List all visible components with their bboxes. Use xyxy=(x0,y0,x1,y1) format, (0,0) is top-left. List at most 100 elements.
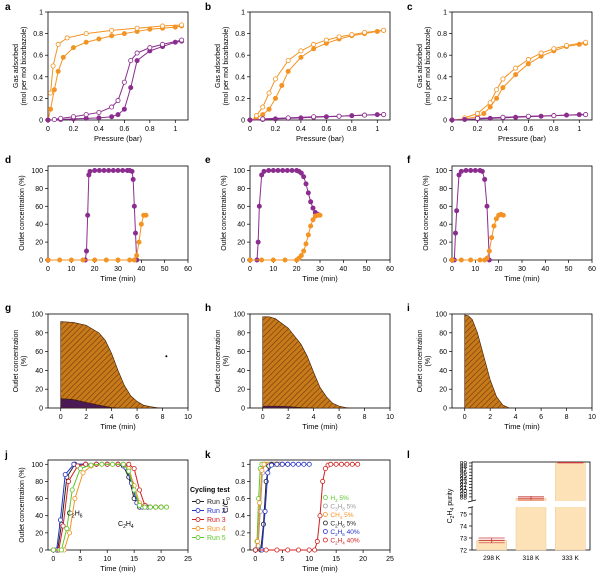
data-point xyxy=(179,37,185,43)
plot-frame xyxy=(47,165,189,261)
data-point xyxy=(134,50,140,56)
data-point xyxy=(163,504,169,510)
panel-f: f 0 10 20 30 40 50 60 0 20 40 60 80 100 Time (min) Outl… xyxy=(407,155,596,283)
data-point xyxy=(138,221,144,227)
data-point xyxy=(500,212,506,218)
data-point xyxy=(311,114,317,120)
y-tick-label: 0 xyxy=(39,258,43,265)
panel-label-i: i xyxy=(407,303,410,314)
y-tick-label: 0 xyxy=(443,406,447,413)
data-point xyxy=(142,504,148,510)
data-point xyxy=(70,114,76,120)
plot-frame xyxy=(249,11,391,121)
x-tick-label: 0 xyxy=(248,126,252,133)
data-point xyxy=(260,116,266,122)
data-point xyxy=(137,487,143,493)
x-tick-label: 0.2 xyxy=(271,126,281,133)
legend-item: Run 3 xyxy=(207,517,226,524)
data-point xyxy=(60,523,66,529)
data-point xyxy=(270,257,276,263)
data-point xyxy=(349,32,355,38)
x-axis-label: Time (min) xyxy=(100,564,136,573)
x-tick-label: 10 xyxy=(184,414,192,421)
data-point xyxy=(165,355,168,358)
data-point xyxy=(126,468,132,474)
legend-item: C2H6 40% xyxy=(330,529,359,537)
x-tick-label: 50 xyxy=(161,266,169,273)
y-tick-label: 100 xyxy=(31,462,43,469)
y-tick-label: 97 xyxy=(460,467,468,474)
data-point xyxy=(295,547,301,553)
y-tick-label: 80 xyxy=(237,186,245,193)
y-tick-label: 20 xyxy=(35,530,43,537)
panel-a: a 0 0.2 0.4 0.6 0.8 1 0 0.2 0.4 0.6 0.8 1 Pressure (b… xyxy=(5,2,189,143)
y-tick-label: 0 xyxy=(241,406,245,413)
data-point xyxy=(381,112,387,118)
data-point xyxy=(134,253,140,259)
data-point xyxy=(68,257,74,263)
data-point xyxy=(323,37,329,43)
legend-item: C3H8 5% xyxy=(330,504,356,512)
data-point xyxy=(306,547,312,553)
legend-item: CH4 5% xyxy=(330,512,353,520)
series-line-4 xyxy=(255,463,310,551)
x-tick-label: 0 xyxy=(253,556,257,563)
data-point xyxy=(493,216,499,222)
legend-marker xyxy=(195,526,201,531)
data-point xyxy=(147,45,153,51)
x-tick-label: 1 xyxy=(173,126,177,133)
y-axis-label: Outlet concentration xyxy=(417,330,424,393)
x-tick-label: 8 xyxy=(363,414,367,421)
data-point xyxy=(136,239,142,245)
y-tick-label: 0 xyxy=(39,548,43,555)
data-point xyxy=(127,257,133,263)
data-point xyxy=(131,466,137,472)
data-point xyxy=(487,104,493,110)
y-tick-label: 60 xyxy=(439,204,447,211)
data-point xyxy=(317,513,323,519)
x-tick-label: 1 xyxy=(577,126,581,133)
data-point xyxy=(452,230,458,236)
data-point xyxy=(336,34,342,40)
data-point xyxy=(115,257,121,263)
panel-j: j 0 5 10 15 20 25 0 20 40 60 80 100 Time (min) Outlet … xyxy=(4,450,230,573)
y-tick-label: 0.2 xyxy=(33,96,43,103)
y-tick-label: 40 xyxy=(35,513,43,520)
y-tick-label: 80 xyxy=(35,186,43,193)
legend-marker xyxy=(322,512,328,517)
data-point xyxy=(551,46,557,52)
series-line-0 xyxy=(48,169,138,261)
data-point xyxy=(310,217,316,223)
data-point xyxy=(306,461,312,467)
y-tick-label: 0 xyxy=(241,118,245,125)
data-point xyxy=(57,517,63,523)
y-tick-label: 1 xyxy=(241,10,245,17)
x-tick-label: 60 xyxy=(386,266,394,273)
x-axis-label: Time (min) xyxy=(302,274,338,283)
data-point xyxy=(147,504,153,510)
y-tick-label: 20 xyxy=(237,240,245,247)
x-tick-label: 30 xyxy=(518,266,526,273)
x-tick-label: 0.8 xyxy=(145,126,155,133)
data-point xyxy=(160,23,166,29)
data-point xyxy=(525,61,531,67)
x-tick-label: 0 xyxy=(450,126,454,133)
x-tick-label: 40 xyxy=(541,266,549,273)
panel-label-e: e xyxy=(205,155,211,166)
plot-frame xyxy=(47,11,189,121)
x-tick-label: 0.2 xyxy=(69,126,79,133)
data-point xyxy=(88,462,94,468)
data-point xyxy=(58,547,64,553)
data-point xyxy=(143,212,149,218)
data-point xyxy=(290,461,296,467)
data-point xyxy=(270,167,276,173)
data-point xyxy=(58,115,64,121)
y-axis-label: Outlet concentration (%) xyxy=(19,467,26,542)
legend-title: Cycling test xyxy=(190,487,230,494)
data-point xyxy=(45,257,51,263)
data-point xyxy=(489,235,495,241)
y-tick-label: 91 xyxy=(460,485,468,492)
series-line-1 xyxy=(48,214,146,261)
x-tick-label: 20 xyxy=(157,556,165,563)
